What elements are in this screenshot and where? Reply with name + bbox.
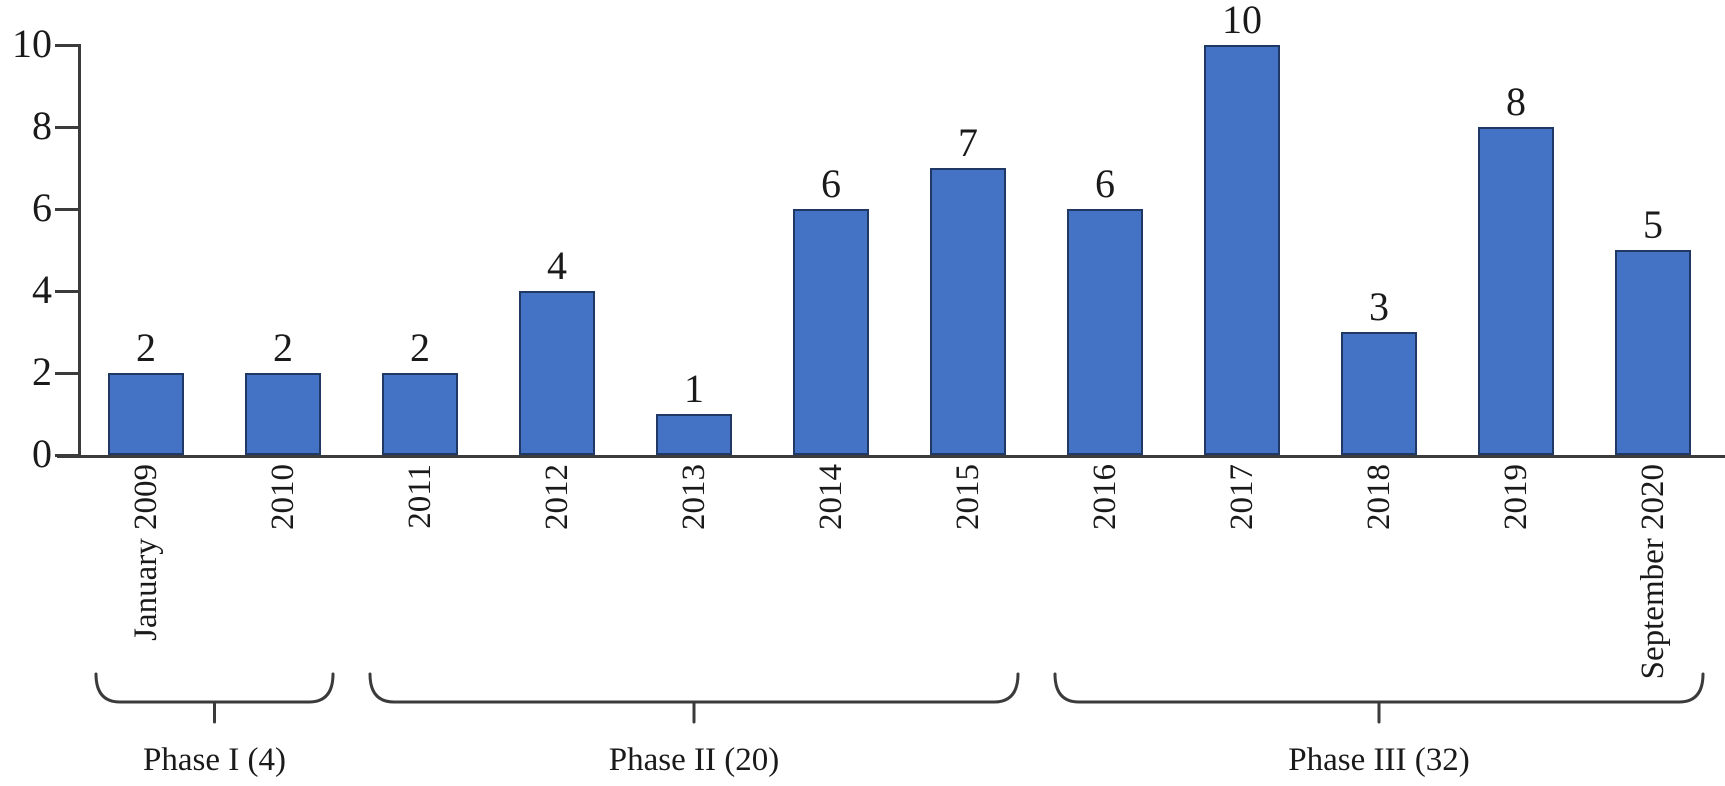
x-tick-label: 2015 <box>950 464 986 530</box>
x-tick-label: 2013 <box>676 464 712 530</box>
x-tick-label: 2018 <box>1361 464 1397 530</box>
bar-value-label: 7 <box>958 120 978 165</box>
phase-label: Phase II (20) <box>608 742 780 778</box>
y-tick-label: 2 <box>32 349 52 394</box>
y-tick-label: 10 <box>12 21 52 66</box>
bar <box>1204 45 1280 455</box>
bar-value-label: 8 <box>1506 79 1526 124</box>
y-tick-label: 6 <box>32 185 52 230</box>
bar <box>245 373 321 455</box>
bar <box>656 414 732 455</box>
y-tick-label: 0 <box>32 431 52 476</box>
bar-value-label: 3 <box>1369 284 1389 329</box>
x-axis-line <box>57 455 1725 458</box>
bar-value-label: 4 <box>547 243 567 288</box>
bar <box>1067 209 1143 455</box>
y-tick <box>55 454 78 457</box>
x-tick-label: January 2009 <box>128 464 164 641</box>
y-tick <box>55 372 78 375</box>
x-tick-label: 2016 <box>1087 464 1123 530</box>
phase-label: Phase I (4) <box>143 742 286 778</box>
phase-brace <box>1053 672 1705 724</box>
phase-brace <box>94 672 335 724</box>
bar <box>108 373 184 455</box>
y-tick <box>55 44 78 47</box>
x-tick-label: 2012 <box>539 464 575 530</box>
x-tick-label: 2011 <box>402 464 438 529</box>
y-tick <box>55 208 78 211</box>
bar-value-label: 6 <box>1095 161 1115 206</box>
bar <box>793 209 869 455</box>
y-axis-line <box>78 44 81 458</box>
y-tick-label: 8 <box>32 103 52 148</box>
y-tick-label: 4 <box>32 267 52 312</box>
bar <box>930 168 1006 455</box>
x-tick-label: September 2020 <box>1635 464 1671 680</box>
x-tick-label: 2019 <box>1498 464 1534 530</box>
bar <box>519 291 595 455</box>
y-tick <box>55 290 78 293</box>
bar <box>382 373 458 455</box>
bar-value-label: 1 <box>684 366 704 411</box>
bar-value-label: 5 <box>1643 202 1663 247</box>
x-tick-label: 2017 <box>1224 464 1260 530</box>
bar <box>1615 250 1691 455</box>
x-tick-label: 2010 <box>265 464 301 530</box>
bar <box>1341 332 1417 455</box>
bar-value-label: 2 <box>136 325 156 370</box>
bar-value-label: 10 <box>1222 0 1262 42</box>
phase-label: Phase III (32) <box>1288 742 1470 778</box>
bar-value-label: 2 <box>273 325 293 370</box>
bar-value-label: 6 <box>821 161 841 206</box>
bar-value-label: 2 <box>410 325 430 370</box>
phase-brace <box>368 672 1020 724</box>
y-tick <box>55 126 78 129</box>
x-tick-label: 2014 <box>813 464 849 530</box>
bar <box>1478 127 1554 455</box>
